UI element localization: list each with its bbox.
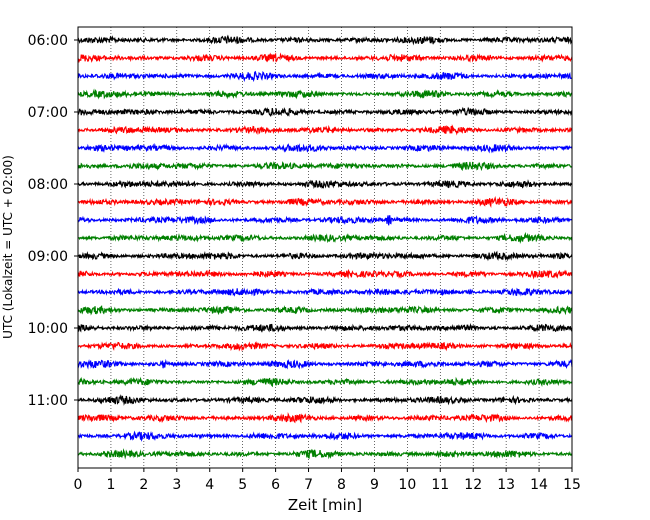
trace-13: [77, 268, 573, 280]
trace-16: [77, 322, 573, 333]
trace-21: [77, 411, 573, 424]
x-tick-label-12: 12: [464, 477, 482, 493]
y-tick-label-1: 07:00: [28, 105, 68, 121]
y-tick-label-3: 09:00: [28, 249, 68, 265]
trace-23: [77, 448, 573, 460]
plot-area-background: [78, 27, 572, 468]
trace-17: [77, 341, 573, 352]
plot-frame: [77, 26, 573, 469]
trace-1: [77, 52, 573, 64]
x-tick-label-3: 3: [172, 477, 181, 493]
y-axis-ticks: 06:00 07:00 08:00 09:00 10:00 11:00: [28, 33, 78, 409]
x-tick-label-9: 9: [370, 477, 379, 493]
x-tick-label-2: 2: [139, 477, 148, 493]
trace-7: [77, 161, 573, 172]
x-tick-label-1: 1: [106, 477, 115, 493]
x-tick-label-8: 8: [337, 477, 346, 493]
trace-2: [77, 70, 573, 83]
trace-10: [77, 215, 573, 226]
x-axis-ticks: 0 1 2 3 4 5 6 7 8 9 10 11 12 13 14 15: [74, 468, 581, 493]
trace-20: [77, 394, 573, 406]
trace-3: [77, 88, 573, 100]
x-axis-label: Zeit [min]: [288, 496, 362, 514]
trace-15: [77, 304, 573, 316]
y-axis-label: UTC (Lokalzeit = UTC + 02:00): [1, 155, 15, 339]
trace-4: [77, 106, 573, 117]
trace-11: [77, 231, 573, 245]
trace-5: [77, 124, 573, 136]
x-tick-label-15: 15: [563, 477, 581, 493]
trace-6: [77, 142, 573, 154]
seismic-traces: [77, 34, 573, 460]
trace-22: [77, 430, 573, 442]
trace-9: [77, 196, 573, 209]
y-tick-label-0: 06:00: [28, 33, 68, 49]
y-tick-label-5: 11:00: [28, 393, 68, 409]
trace-14: [77, 287, 573, 297]
trace-18: [77, 358, 573, 370]
x-tick-label-4: 4: [205, 477, 214, 493]
x-tick-label-0: 0: [74, 477, 83, 493]
x-tick-label-5: 5: [238, 477, 247, 493]
x-tick-label-6: 6: [271, 477, 280, 493]
trace-12: [77, 250, 573, 262]
trace-0: [77, 34, 573, 46]
x-tick-label-10: 10: [398, 477, 416, 493]
trace-8: [77, 179, 573, 189]
trace-19: [77, 376, 573, 388]
x-tick-label-11: 11: [431, 477, 449, 493]
y-tick-label-4: 10:00: [28, 321, 68, 337]
x-tick-label-13: 13: [497, 477, 515, 493]
x-tick-label-7: 7: [304, 477, 313, 493]
x-tick-label-14: 14: [530, 477, 548, 493]
y-tick-label-2: 08:00: [28, 177, 68, 193]
